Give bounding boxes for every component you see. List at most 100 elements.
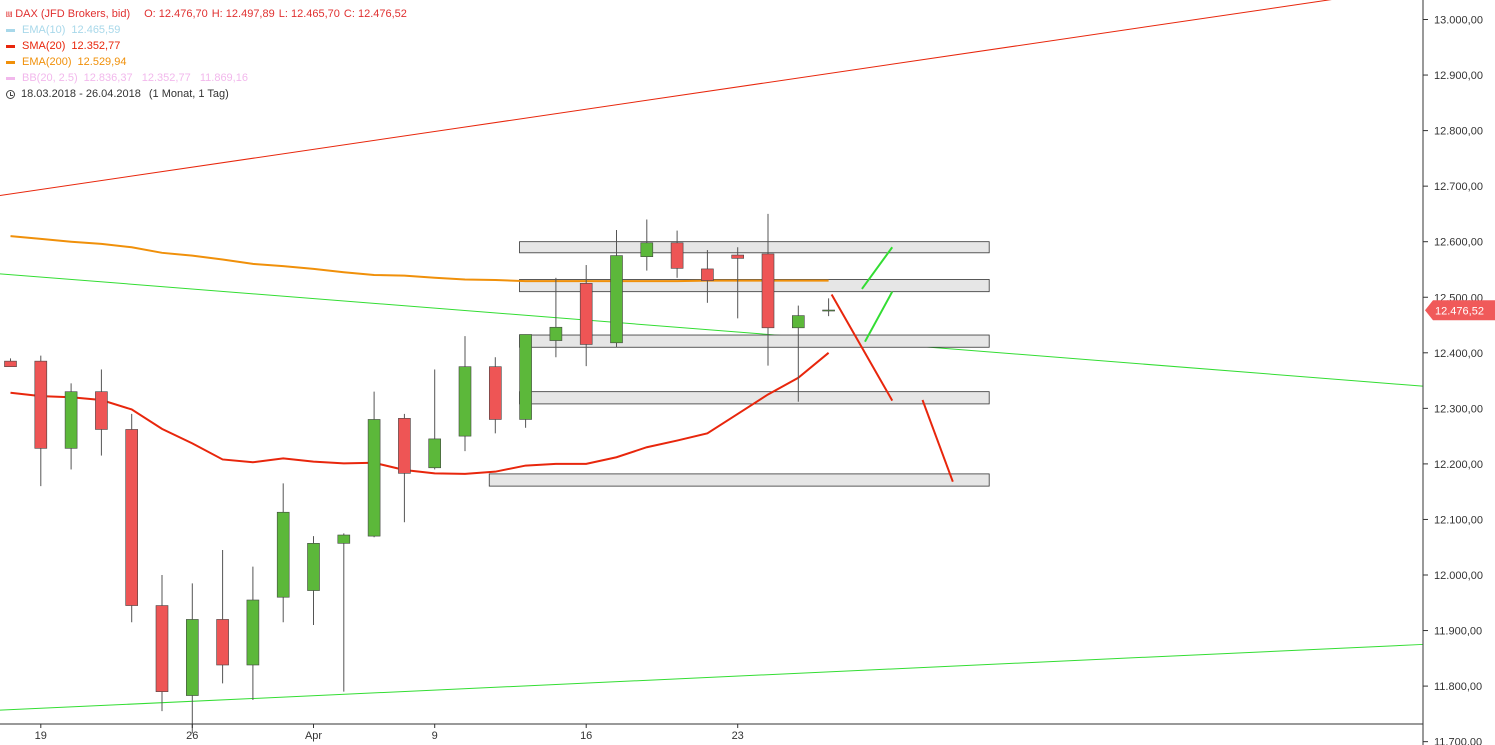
candle[interactable] <box>488 357 502 434</box>
instrument-name: DAX (JFD Brokers, bid) <box>15 8 131 20</box>
candle-body[interactable] <box>95 391 108 430</box>
candle[interactable] <box>246 566 260 700</box>
scenario-paths <box>830 246 954 483</box>
price-tick-label: 11.700,00 <box>1434 737 1482 745</box>
legend-sma20[interactable]: SMA(20) 12.352,77 <box>6 38 411 54</box>
price-tick-label: 12.800,00 <box>1434 126 1483 138</box>
candle[interactable] <box>458 336 472 452</box>
candle-body[interactable] <box>398 418 411 474</box>
low-value: L: 12.465,70 <box>278 8 340 20</box>
ema10-label: EMA(10) <box>22 24 66 36</box>
bb-label: BB(20, 2.5) <box>22 72 78 84</box>
candle-body[interactable] <box>670 242 684 269</box>
candles[interactable] <box>4 213 835 734</box>
legend-bb[interactable]: BB(20, 2.5) 12.836,37 12.352,77 11.869,1… <box>6 70 411 86</box>
sma20-swatch <box>6 44 15 48</box>
legend-ema200[interactable]: EMA(200) 12.529,94 <box>6 54 411 70</box>
candle-body[interactable] <box>4 360 17 367</box>
legend-ema10[interactable]: EMA(10) 12.465,59 <box>6 22 411 38</box>
zone-box <box>519 241 990 254</box>
legend-period-row[interactable]: 18.03.2018 - 26.04.2018 (1 Monat, 1 Tag) <box>6 86 411 102</box>
candle[interactable] <box>307 536 320 625</box>
candle-body[interactable] <box>337 534 351 544</box>
candle[interactable] <box>731 247 745 319</box>
date-tick-label: Apr <box>305 730 322 742</box>
candle[interactable] <box>822 298 835 317</box>
candle[interactable] <box>701 250 714 303</box>
candle[interactable] <box>610 230 623 348</box>
candle-body[interactable] <box>640 242 654 257</box>
ema200-label: EMA(200) <box>22 56 72 68</box>
candle-body[interactable] <box>458 366 472 437</box>
date-tick-label: 26 <box>186 730 198 742</box>
candle[interactable] <box>155 575 169 712</box>
candle[interactable] <box>95 369 108 456</box>
last-price-label: 12.476,52 <box>1435 305 1484 317</box>
candle-body[interactable] <box>125 429 138 606</box>
candle[interactable] <box>398 413 411 523</box>
candle[interactable] <box>670 230 684 278</box>
candle-body[interactable] <box>307 543 320 591</box>
candle[interactable] <box>186 583 199 734</box>
ema10-value: 12.465,59 <box>71 24 121 36</box>
candle-body[interactable] <box>731 254 745 259</box>
candle[interactable] <box>428 369 442 470</box>
candle[interactable] <box>276 483 290 623</box>
candle-body[interactable] <box>761 253 775 329</box>
candle[interactable] <box>579 265 593 367</box>
price-tick-label: 12.300,00 <box>1434 403 1483 415</box>
candle[interactable] <box>337 533 351 692</box>
candle-body[interactable] <box>216 619 229 666</box>
sma20-line <box>10 352 830 475</box>
date-axis[interactable]: 19 26 Apr 9 16 23 <box>0 723 1423 742</box>
candle-body[interactable] <box>186 619 199 696</box>
price-tick-label: 12.600,00 <box>1434 237 1483 249</box>
candle[interactable] <box>640 219 654 271</box>
candle-body[interactable] <box>822 309 835 312</box>
candle-body[interactable] <box>701 268 714 281</box>
candle[interactable] <box>125 413 138 623</box>
high-value: H: 12.497,89 <box>211 8 275 20</box>
trend-lines <box>0 0 1423 711</box>
scenario-path-green <box>861 246 894 290</box>
candle[interactable] <box>761 213 775 366</box>
candle[interactable] <box>791 305 805 402</box>
candle[interactable] <box>34 355 48 487</box>
candle[interactable] <box>64 383 78 470</box>
open-value: O: 12.476,70 <box>144 8 208 20</box>
candle[interactable] <box>4 358 17 367</box>
zone-box <box>519 279 990 293</box>
candle-body[interactable] <box>549 326 563 341</box>
candle[interactable] <box>549 277 563 358</box>
trend-line-red-0 <box>0 0 1332 196</box>
chart-legend: ⩏ DAX (JFD Brokers, bid) O: 12.476,70 H:… <box>6 6 411 102</box>
price-axis[interactable]: 11.700,00 11.800,00 11.900,00 12.000,00 12.1… <box>1422 0 1495 745</box>
trend-line-green-2 <box>0 643 1423 711</box>
candle-body[interactable] <box>246 599 260 666</box>
candle-body[interactable] <box>791 315 805 329</box>
ema10-swatch <box>6 28 15 32</box>
date-tick-label: 9 <box>432 730 438 742</box>
candle-body[interactable] <box>428 438 442 469</box>
candle-body[interactable] <box>488 366 502 420</box>
bb-swatch <box>6 76 15 80</box>
candle-body[interactable] <box>34 360 48 449</box>
candle-body[interactable] <box>155 605 169 692</box>
scenario-path-green <box>864 291 894 343</box>
last-price-badge[interactable] <box>1425 300 1495 321</box>
candle-body[interactable] <box>64 391 78 449</box>
price-tick-label: 11.800,00 <box>1434 681 1482 693</box>
candle[interactable] <box>367 391 381 538</box>
trend-line-green-1 <box>0 273 1423 387</box>
candle-body[interactable] <box>276 511 290 598</box>
candle[interactable] <box>216 550 229 684</box>
scenario-path-red <box>830 293 894 402</box>
candle-body[interactable] <box>579 283 593 345</box>
price-tick-label: 13.000,00 <box>1434 15 1483 27</box>
candle[interactable] <box>519 334 532 428</box>
scenario-path-red <box>921 399 954 483</box>
candle-body[interactable] <box>610 255 623 344</box>
candle-body[interactable] <box>367 419 381 537</box>
candle-body[interactable] <box>519 334 532 420</box>
